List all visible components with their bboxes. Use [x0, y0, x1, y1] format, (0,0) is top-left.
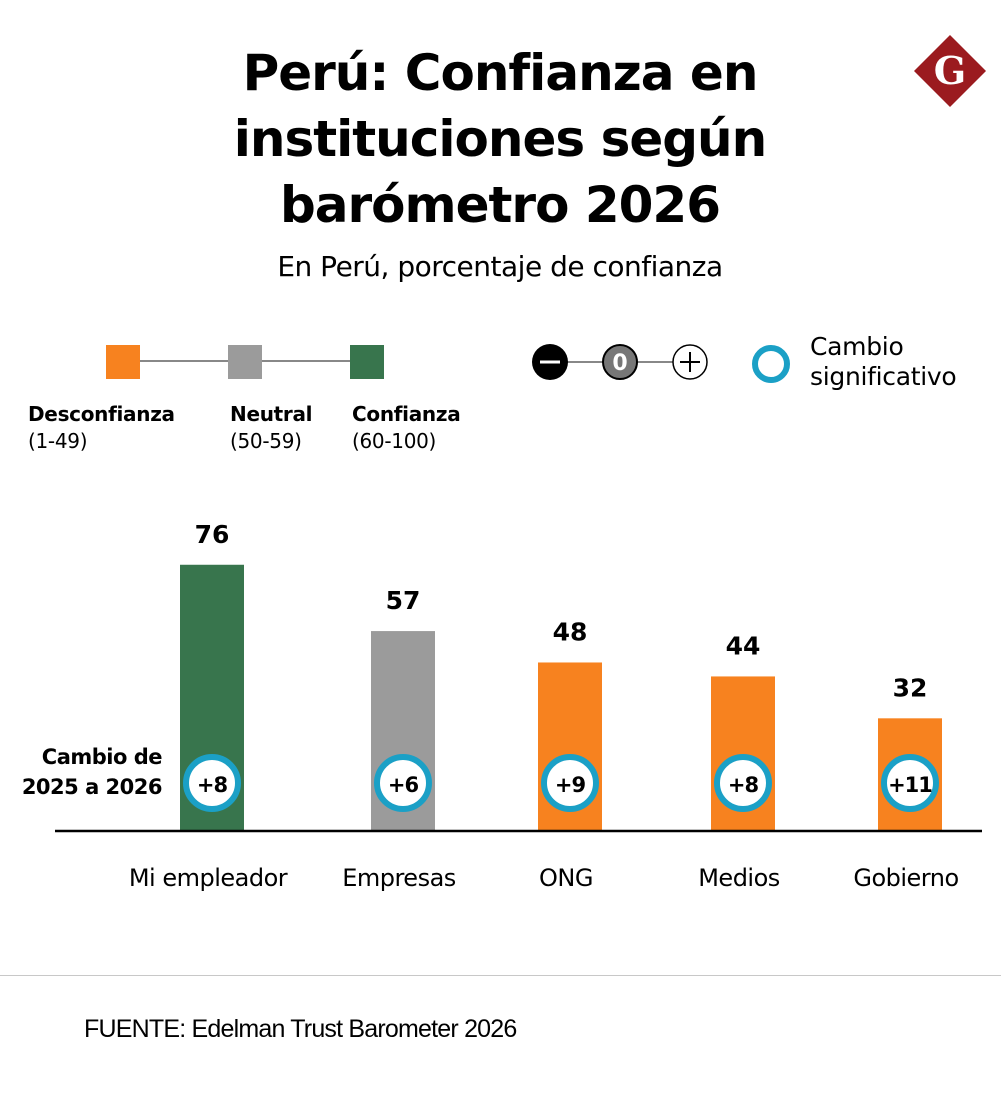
title-line-2: instituciones según [233, 110, 768, 168]
change-label: +8 [197, 773, 228, 797]
svg-text:G: G [934, 48, 966, 93]
legend-swatch-confianza [350, 345, 384, 379]
sig-label-line-2: significativo [810, 362, 957, 391]
title-line-3: barómetro 2026 [279, 176, 721, 234]
value-label: 57 [386, 586, 421, 615]
change-period-label: Cambio de 2025 a 2026 [10, 742, 163, 802]
legend-label-desconfianza: Desconfianza (1-49) [28, 402, 175, 453]
x-tick-label: Empresas [342, 864, 456, 892]
legend-swatch-neutral [228, 345, 262, 379]
plus-circle-icon [672, 344, 708, 380]
x-tick-label: Mi empleador [129, 864, 288, 892]
change-circle [714, 754, 772, 812]
x-tick-label: Gobierno [853, 864, 958, 892]
logo-icon: G [914, 35, 986, 107]
minus-circle-icon [532, 344, 568, 380]
title-line-1: Perú: Confianza en [242, 44, 759, 102]
change-circle [541, 754, 599, 812]
change-label: +6 [388, 773, 419, 797]
change-circle [374, 754, 432, 812]
change-label: +11 [888, 773, 932, 797]
value-label: 76 [195, 520, 230, 549]
zero-circle-icon: 0 [602, 344, 638, 380]
sig-label-line-1: Cambio [810, 332, 904, 361]
change-label: +9 [555, 773, 586, 797]
chart-title: Perú: Confianza en instituciones según b… [150, 40, 850, 238]
chart-subtitle: En Perú, porcentaje de confianza [277, 250, 723, 283]
change-circle [183, 754, 241, 812]
change-symbol-legend: 0 [532, 344, 708, 380]
significant-change-label: Cambio significativo [810, 332, 957, 392]
significant-change-icon [752, 345, 790, 383]
source-note: FUENTE: Edelman Trust Barometer 2026 [84, 1015, 517, 1043]
change-label-line-2: 2025 a 2026 [21, 775, 163, 799]
change-circle [881, 754, 939, 812]
legend-label-confianza: Confianza (60-100) [352, 402, 461, 453]
value-label: 32 [893, 673, 928, 702]
change-label-line-1: Cambio de [41, 745, 163, 769]
svg-text:0: 0 [612, 351, 627, 376]
change-label: +8 [728, 773, 759, 797]
footer-divider [0, 975, 1001, 976]
legend-label-neutral: Neutral (50-59) [230, 402, 313, 453]
bar-chart: 76 +8 Mi empleador 57 +6 Empresas 48 +9 ONG 44 +8 M… [55, 520, 982, 892]
x-tick-label: ONG [539, 864, 593, 892]
x-tick-label: Medios [698, 864, 780, 892]
legend-swatch-desconfianza [106, 345, 140, 379]
value-label: 48 [553, 617, 588, 646]
value-label: 44 [726, 631, 761, 660]
